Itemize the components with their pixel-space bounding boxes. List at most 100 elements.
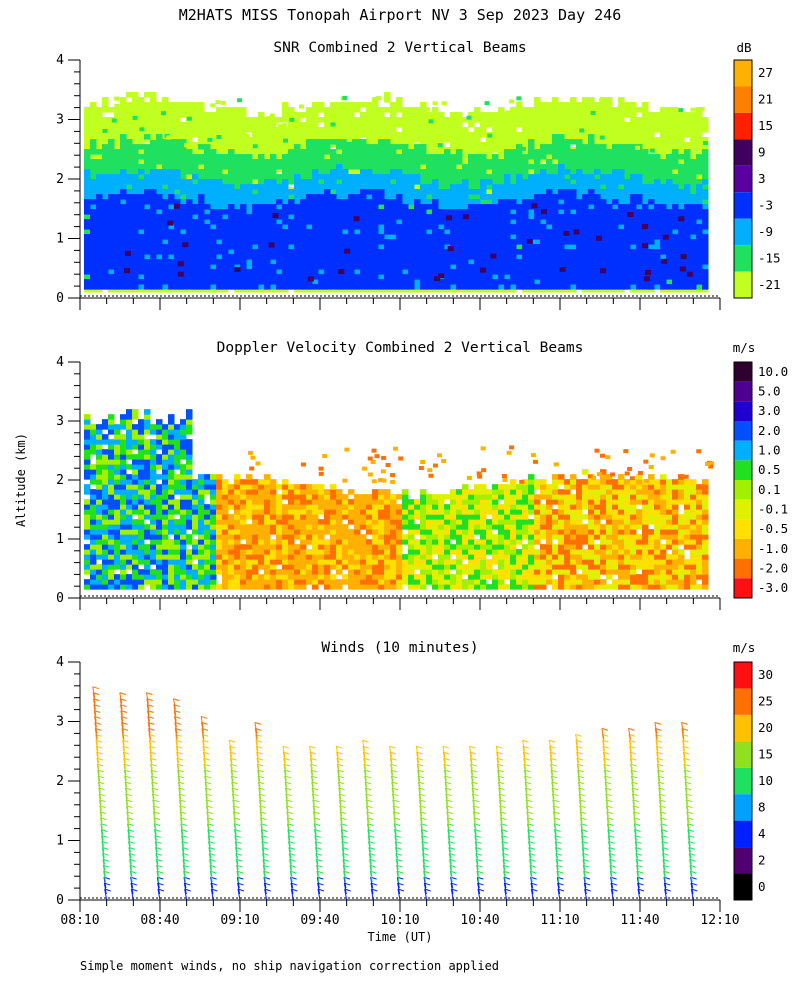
snr-cell <box>162 117 169 123</box>
snr-cell <box>264 122 271 128</box>
snr-cell <box>624 102 631 108</box>
snr-cell <box>372 149 379 155</box>
snr-cell <box>96 132 103 138</box>
snr-cell <box>192 154 199 160</box>
snr-cell <box>126 184 133 190</box>
snr-cell <box>408 112 415 118</box>
snr-cell <box>204 144 211 150</box>
snr-cell <box>510 107 517 113</box>
snr-cell <box>486 137 493 143</box>
snr-cell <box>360 102 367 108</box>
snr-cell <box>666 127 673 133</box>
snr-cell <box>156 117 163 123</box>
snr-cell <box>360 112 367 118</box>
snr-cell <box>648 137 655 143</box>
snr-cell <box>96 152 103 158</box>
snr-cell <box>204 164 211 170</box>
snr-cell <box>258 122 265 128</box>
snr-cell <box>186 132 193 138</box>
snr-cell <box>132 154 139 160</box>
snr-cell <box>144 134 151 140</box>
snr-cell <box>294 127 301 133</box>
snr-cell <box>420 107 427 113</box>
snr-cell <box>294 287 301 293</box>
snr-cell <box>618 132 625 138</box>
snr-cell <box>180 154 187 160</box>
snr-cell <box>492 287 499 293</box>
snr-cell <box>132 97 139 103</box>
snr-cell <box>528 112 535 118</box>
snr-cell <box>324 149 331 155</box>
snr-cell <box>684 287 691 293</box>
snr-cell <box>288 127 295 133</box>
snr-cell <box>576 127 583 133</box>
snr-cell <box>228 127 235 133</box>
snr-cell <box>444 137 451 143</box>
snr-cell <box>630 132 637 138</box>
snr-cell <box>330 154 337 160</box>
snr-cell <box>666 132 673 138</box>
snr-cell <box>612 287 619 293</box>
snr-cell <box>666 112 673 118</box>
snr-cell <box>138 164 145 170</box>
snr-cell <box>348 112 355 118</box>
snr-cell <box>666 122 673 128</box>
snr-cell <box>294 144 301 150</box>
snr-cell <box>570 107 577 113</box>
snr-cell <box>84 229 91 235</box>
snr-cell <box>276 174 283 180</box>
snr-cell <box>168 287 175 293</box>
snr-cell <box>558 127 565 133</box>
snr-cell <box>90 102 97 108</box>
snr-cell <box>96 169 103 175</box>
snr-cell <box>84 159 91 165</box>
snr-cell <box>570 132 577 138</box>
snr-cell <box>120 102 127 108</box>
snr-cell <box>210 122 217 128</box>
snr-cell <box>234 127 241 133</box>
snr-cell <box>186 127 193 133</box>
snr-cell <box>108 159 115 165</box>
snr-cell <box>492 112 499 118</box>
snr-cell <box>366 154 373 160</box>
snr-cell <box>114 169 121 175</box>
snr-cell <box>84 137 91 143</box>
snr-cell <box>198 154 205 160</box>
snr-cell <box>96 142 103 148</box>
snr-cell <box>306 154 313 160</box>
snr-cell <box>306 117 313 123</box>
snr-cell <box>588 122 595 128</box>
snr-cell <box>276 152 283 158</box>
snr-cell <box>126 122 133 128</box>
snr-cell <box>282 147 289 153</box>
snr-cell <box>354 107 361 113</box>
snr-cell <box>102 164 109 170</box>
snr-cell <box>552 112 559 118</box>
snr-cell <box>660 117 667 123</box>
snr-cell <box>270 287 277 293</box>
snr-cell <box>198 162 205 168</box>
snr-cell <box>468 142 475 148</box>
snr-cell <box>336 112 343 118</box>
snr-cell <box>132 169 139 175</box>
snr-cell <box>390 287 397 293</box>
snr-cell <box>642 117 649 123</box>
snr-cell <box>684 132 691 138</box>
snr-cell <box>222 112 229 118</box>
snr-cell <box>600 107 607 113</box>
snr-cell <box>126 154 133 160</box>
snr-cell <box>258 132 265 138</box>
snr-cell <box>312 112 319 118</box>
snr-cell <box>528 117 535 123</box>
snr-cell <box>600 112 607 118</box>
snr-cell <box>192 132 199 138</box>
snr-cell <box>606 97 613 103</box>
snr-cell <box>294 169 301 175</box>
snr-cell <box>246 137 253 143</box>
snr-cell <box>690 287 697 293</box>
snr-cell <box>306 149 313 155</box>
snr-cell <box>348 149 355 155</box>
snr-cell <box>270 159 277 165</box>
snr-cell <box>408 127 415 133</box>
snr-cell <box>258 112 265 118</box>
